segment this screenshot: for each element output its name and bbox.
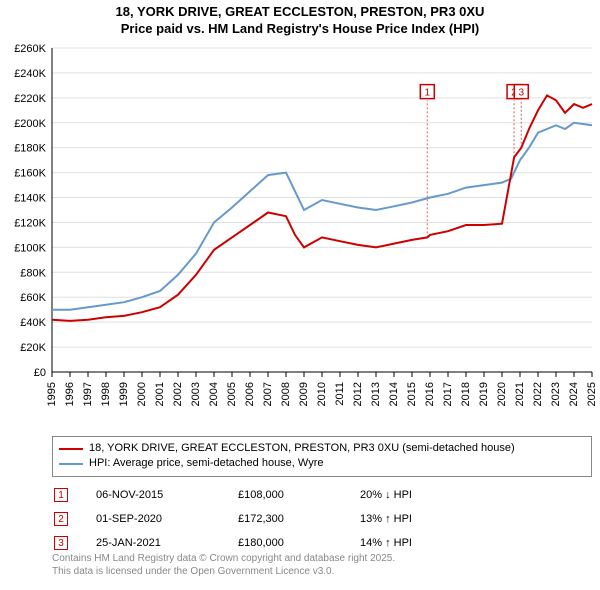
legend-item-hpi: HPI: Average price, semi-detached house,… (59, 456, 585, 471)
price-chart: £0 £20K £40K £60K £80K £100K £120K £140K £160K £1… (0, 42, 600, 432)
footer-line-2: This data is licensed under the Open Gov… (52, 565, 395, 578)
svg-text:2007: 2007 (262, 382, 274, 406)
svg-text:£240K: £240K (14, 68, 46, 80)
svg-text:£200K: £200K (14, 118, 46, 130)
svg-text:2010: 2010 (316, 382, 328, 406)
svg-text:1999: 1999 (118, 382, 130, 406)
title-line-2: Price paid vs. HM Land Registry's House … (0, 21, 600, 38)
svg-text:£220K: £220K (14, 93, 46, 105)
svg-text:£80K: £80K (20, 267, 46, 279)
svg-text:2005: 2005 (226, 382, 238, 406)
table-row: 2 01-SEP-2020 £172,300 13% ↑ HPI (54, 508, 590, 530)
svg-text:£60K: £60K (20, 292, 46, 304)
sale-delta: 14% ↑ HPI (360, 532, 590, 554)
svg-text:£40K: £40K (20, 317, 46, 329)
legend-swatch (59, 448, 83, 450)
legend-item-price-paid: 18, YORK DRIVE, GREAT ECCLESTON, PRESTON… (59, 441, 585, 456)
sales-table: 1 06-NOV-2015 £108,000 20% ↓ HPI 2 01-SE… (52, 482, 592, 556)
svg-text:2020: 2020 (496, 382, 508, 406)
marker-badge: 3 (54, 536, 68, 550)
sale-price: £172,300 (238, 508, 358, 530)
svg-text:£180K: £180K (14, 143, 46, 155)
svg-text:2012: 2012 (352, 382, 364, 406)
svg-text:£260K: £260K (14, 43, 46, 55)
marker-badge: 2 (54, 512, 68, 526)
svg-text:2016: 2016 (424, 382, 436, 406)
footer-line-1: Contains HM Land Registry data © Crown c… (52, 552, 395, 565)
svg-text:2000: 2000 (136, 382, 148, 406)
sale-delta: 13% ↑ HPI (360, 508, 590, 530)
chart-title: 18, YORK DRIVE, GREAT ECCLESTON, PRESTON… (0, 0, 600, 38)
svg-text:2019: 2019 (478, 382, 490, 406)
svg-text:1997: 1997 (82, 382, 94, 406)
svg-text:1996: 1996 (64, 382, 76, 406)
svg-text:2017: 2017 (442, 382, 454, 406)
svg-text:2003: 2003 (190, 382, 202, 406)
svg-text:2011: 2011 (334, 382, 346, 406)
svg-text:1995: 1995 (46, 382, 58, 406)
sale-price: £180,000 (238, 532, 358, 554)
svg-text:2024: 2024 (568, 382, 580, 406)
svg-text:£140K: £140K (14, 193, 46, 205)
svg-text:£20K: £20K (20, 342, 46, 354)
svg-text:2009: 2009 (298, 382, 310, 406)
svg-text:2025: 2025 (586, 382, 598, 406)
svg-text:2021: 2021 (514, 382, 526, 406)
svg-text:£100K: £100K (14, 242, 46, 254)
svg-text:2015: 2015 (406, 382, 418, 406)
sale-delta: 20% ↓ HPI (360, 484, 590, 506)
svg-text:2023: 2023 (550, 382, 562, 406)
svg-text:2001: 2001 (154, 382, 166, 406)
svg-text:2006: 2006 (244, 382, 256, 406)
legend-label: HPI: Average price, semi-detached house,… (89, 456, 323, 471)
svg-text:2004: 2004 (208, 382, 220, 406)
sale-date: 25-JAN-2021 (96, 532, 236, 554)
svg-text:2013: 2013 (370, 382, 382, 406)
svg-text:£120K: £120K (14, 217, 46, 229)
svg-text:2022: 2022 (532, 382, 544, 406)
title-line-1: 18, YORK DRIVE, GREAT ECCLESTON, PRESTON… (0, 4, 600, 21)
svg-text:2002: 2002 (172, 382, 184, 406)
svg-text:£0: £0 (34, 367, 46, 379)
sale-date: 01-SEP-2020 (96, 508, 236, 530)
svg-text:3: 3 (518, 87, 524, 98)
marker-badge: 1 (54, 488, 68, 502)
svg-text:1: 1 (425, 87, 431, 98)
copyright-footer: Contains HM Land Registry data © Crown c… (52, 552, 395, 578)
svg-text:2008: 2008 (280, 382, 292, 406)
series-price_paid (52, 95, 592, 321)
svg-text:2014: 2014 (388, 382, 400, 406)
legend-label: 18, YORK DRIVE, GREAT ECCLESTON, PRESTON… (89, 441, 515, 456)
series-hpi (52, 123, 592, 310)
sale-price: £108,000 (238, 484, 358, 506)
svg-text:2018: 2018 (460, 382, 472, 406)
sale-date: 06-NOV-2015 (96, 484, 236, 506)
legend-swatch (59, 463, 83, 465)
table-row: 1 06-NOV-2015 £108,000 20% ↓ HPI (54, 484, 590, 506)
svg-text:£160K: £160K (14, 168, 46, 180)
svg-text:1998: 1998 (100, 382, 112, 406)
legend: 18, YORK DRIVE, GREAT ECCLESTON, PRESTON… (52, 436, 592, 477)
table-row: 3 25-JAN-2021 £180,000 14% ↑ HPI (54, 532, 590, 554)
